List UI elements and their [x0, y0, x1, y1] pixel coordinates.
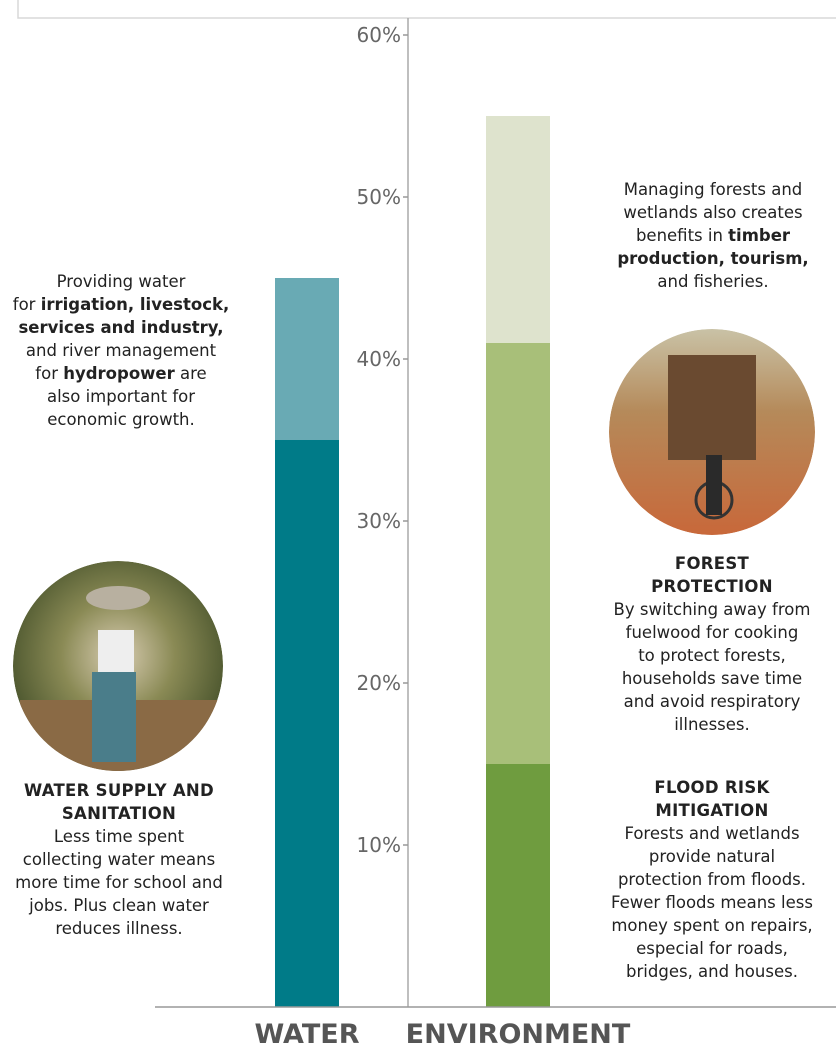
bar-segment	[486, 116, 550, 343]
bar-segment	[486, 764, 550, 1007]
bar-segment	[275, 440, 339, 1007]
annotation-line: illnesses.	[562, 713, 836, 736]
x-tick-label: ENVIRONMENT	[406, 1019, 631, 1049]
annotation-text: protection from floods.	[617, 870, 807, 889]
annotation-text: illnesses.	[674, 715, 750, 734]
bar-segment	[275, 278, 339, 440]
y-tick-label: 20%	[357, 671, 401, 695]
top-frame	[17, 0, 836, 19]
annotation-text: Fewer floods means less	[611, 893, 813, 912]
annotation: Managing forests and wetlands also create…	[563, 178, 836, 293]
annotation-text: Less time spent	[53, 827, 185, 846]
annotation-text: jobs. Plus clean water	[29, 896, 209, 915]
annotation-text: collecting water means	[22, 850, 216, 869]
annotation-line: collecting water means	[0, 848, 269, 871]
annotation-text: households save time	[621, 669, 803, 688]
annotation-heading: FOREST	[674, 554, 750, 573]
annotation-heading: PROTECTION	[651, 577, 773, 596]
annotation-line: Less time spent	[0, 825, 269, 848]
annotation-text: hydropower	[63, 364, 175, 383]
annotation-text: are	[174, 364, 207, 383]
annotation-text: for	[12, 295, 41, 314]
annotation-line: and river management	[0, 339, 271, 362]
annotation-line: bridges, and houses.	[562, 960, 836, 983]
annotation-line: to protect forests,	[562, 644, 836, 667]
bar-segment	[486, 342, 550, 764]
annotation-line: and fisheries.	[563, 270, 836, 293]
y-tick-label: 30%	[357, 509, 401, 533]
annotation-line: wetlands also creates	[563, 201, 836, 224]
annotation-line: more time for school and	[0, 871, 269, 894]
annotation-line: provide natural	[562, 845, 836, 868]
annotation: WATER SUPPLY AND SANITATION Less time spen…	[0, 779, 269, 940]
annotation-text: Providing water	[56, 272, 186, 291]
annotation-text: also important for	[46, 387, 196, 406]
annotation-text: economic growth.	[47, 410, 195, 429]
annotation-line: jobs. Plus clean water	[0, 894, 269, 917]
annotation-line: reduces illness.	[0, 917, 269, 940]
annotation-text: and fisheries.	[657, 272, 769, 291]
annotation-line: fuelwood for cooking	[562, 621, 836, 644]
annotation-text: timber	[728, 226, 791, 245]
annotation-text: to protect forests,	[638, 646, 786, 665]
annotation-text: for	[35, 364, 64, 383]
annotation-text: Forests and wetlands	[624, 824, 800, 843]
annotation-text: reduces illness.	[55, 919, 183, 938]
annotation-heading: SANITATION	[61, 804, 177, 823]
annotation-line: services and industry,	[0, 316, 271, 339]
annotation-text: bridges, and houses.	[626, 962, 798, 981]
annotation-heading: FLOOD RISK	[654, 778, 770, 797]
annotation-text: especial for roads,	[636, 939, 788, 958]
annotation-line: By switching away from	[562, 598, 836, 621]
annotation-text: benefits in	[635, 226, 729, 245]
annotation-line: especial for roads,	[562, 937, 836, 960]
annotation-line: Managing forests and	[563, 178, 836, 201]
annotation-text: more time for school and	[15, 873, 223, 892]
annotation-line: money spent on repairs,	[562, 914, 836, 937]
annotation-text: wetlands also creates	[623, 203, 803, 222]
annotation-text: production, tourism,	[617, 249, 809, 268]
annotation: FLOOD RISK MITIGATION Forests and wetlands…	[562, 776, 836, 983]
y-tick-label: 10%	[357, 833, 401, 857]
annotation-text: By switching away from	[613, 600, 811, 619]
annotation-text: money spent on repairs,	[611, 916, 813, 935]
y-tick-label: 40%	[357, 347, 401, 371]
annotation-line: for hydropower are	[0, 362, 271, 385]
photo-forest	[609, 329, 815, 535]
annotation-line: also important for	[0, 385, 271, 408]
annotation-text: irrigation, livestock,	[40, 295, 230, 314]
y-tick-label: 50%	[357, 185, 401, 209]
annotation-line: protection from floods.	[562, 868, 836, 891]
annotation: FOREST PROTECTION By switching away from fu…	[562, 552, 836, 736]
annotation-text: fuelwood for cooking	[625, 623, 799, 642]
annotation-line: Fewer floods means less	[562, 891, 836, 914]
annotation-heading: WATER SUPPLY AND	[23, 781, 215, 800]
annotation-text: and river management	[25, 341, 217, 360]
annotation-text: and avoid respiratory	[623, 692, 801, 711]
annotation-line: economic growth.	[0, 408, 271, 431]
photo-water	[13, 561, 223, 771]
annotation-line: Forests and wetlands	[562, 822, 836, 845]
annotation: Providing water for irrigation, livestock…	[0, 270, 271, 431]
annotation-text: services and industry,	[18, 318, 224, 337]
annotation-line: benefits in timber	[563, 224, 836, 247]
annotation-heading: MITIGATION	[655, 801, 769, 820]
y-tick-label: 60%	[357, 23, 401, 47]
annotation-line: households save time	[562, 667, 836, 690]
annotation-text: provide natural	[648, 847, 776, 866]
annotation-text: Managing forests and	[623, 180, 803, 199]
annotation-line: for irrigation, livestock,	[0, 293, 271, 316]
annotation-line: and avoid respiratory	[562, 690, 836, 713]
x-tick-label: WATER	[254, 1019, 359, 1049]
annotation-line: Providing water	[0, 270, 271, 293]
annotation-line: production, tourism,	[563, 247, 836, 270]
